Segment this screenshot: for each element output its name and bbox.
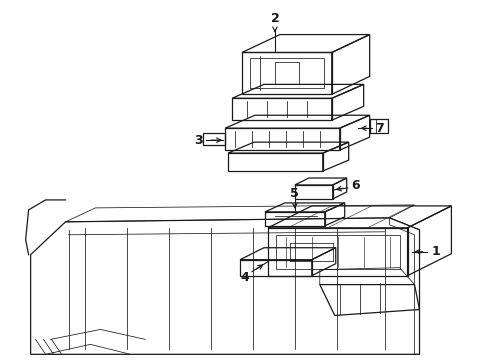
Text: 1: 1	[431, 245, 440, 258]
Text: 4: 4	[241, 271, 249, 284]
Text: 2: 2	[270, 12, 279, 25]
Text: 6: 6	[351, 180, 360, 193]
Text: 3: 3	[194, 134, 202, 147]
Text: 7: 7	[375, 122, 384, 135]
Text: 5: 5	[291, 188, 299, 201]
